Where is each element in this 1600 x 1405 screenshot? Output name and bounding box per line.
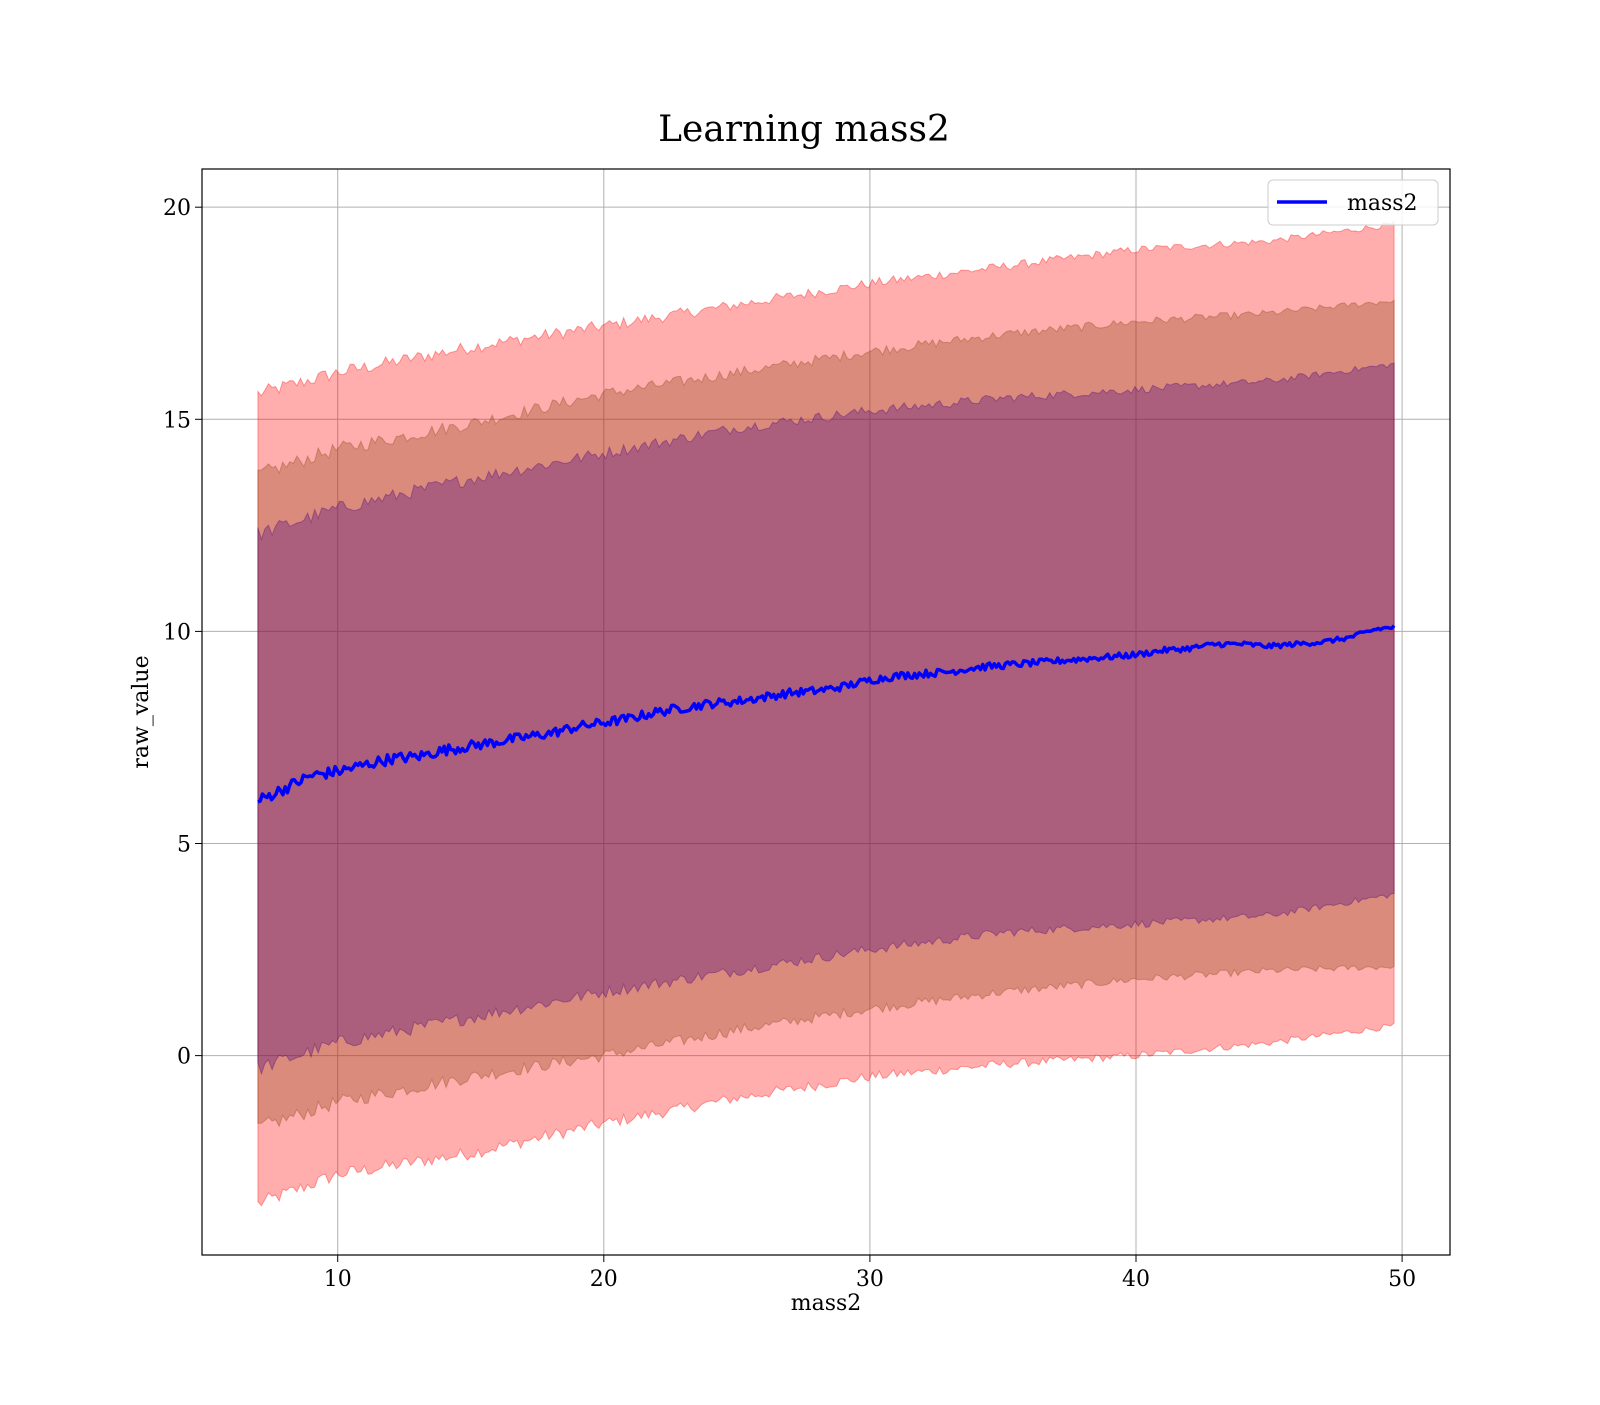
x-tick-label: 20 bbox=[590, 1267, 618, 1292]
y-tick-label: 0 bbox=[177, 1045, 191, 1070]
y-tick-label: 5 bbox=[177, 833, 191, 858]
x-tick-label: 50 bbox=[1388, 1267, 1416, 1292]
chart-title: Learning mass2 bbox=[658, 109, 950, 150]
y-tick-label: 20 bbox=[163, 196, 191, 221]
x-tick-label: 30 bbox=[856, 1267, 884, 1292]
legend: mass2 bbox=[1268, 180, 1438, 225]
x-ticks: 10 20 30 40 50 bbox=[324, 1255, 1416, 1292]
x-axis-label: mass2 bbox=[791, 1291, 862, 1316]
confidence-bands bbox=[258, 221, 1394, 1205]
y-tick-label: 15 bbox=[163, 408, 191, 433]
y-axis-label: raw_value bbox=[129, 655, 154, 768]
x-tick-label: 40 bbox=[1122, 1267, 1150, 1292]
legend-label: mass2 bbox=[1347, 191, 1418, 216]
x-tick-label: 10 bbox=[324, 1267, 352, 1292]
y-ticks: 0 5 10 15 20 bbox=[163, 196, 202, 1069]
y-tick-label: 10 bbox=[163, 620, 191, 645]
